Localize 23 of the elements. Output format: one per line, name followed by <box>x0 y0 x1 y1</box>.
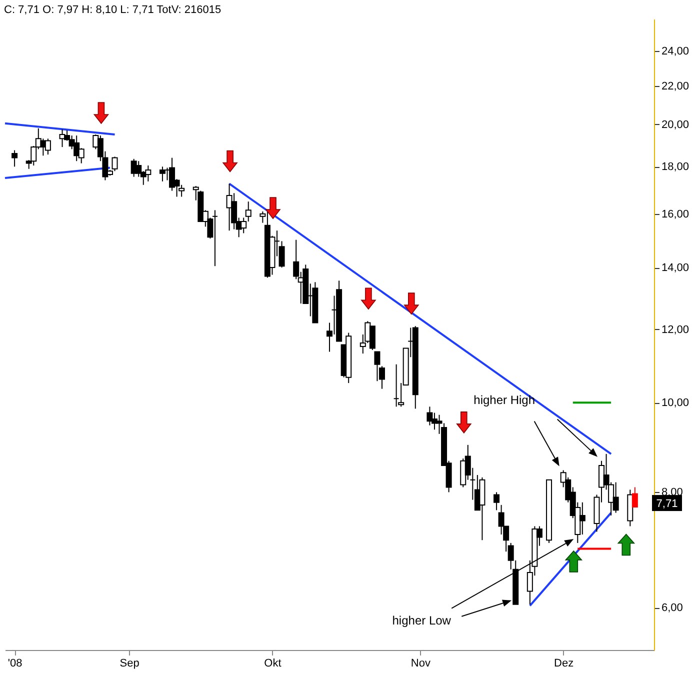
y-tick-label: 16,00 <box>662 208 690 220</box>
y-tick-label: 24,00 <box>662 46 690 58</box>
annotation: higher High <box>474 393 536 408</box>
x-tick-label: Nov <box>410 658 431 670</box>
y-tick-label: 10,00 <box>662 397 690 410</box>
chart-title: C: 7,71 O: 7,97 H: 8,10 L: 7,71 TotV: 216015 <box>4 4 222 16</box>
x-tick-label: Okt <box>264 658 282 670</box>
candlestick <box>494 492 500 511</box>
y-tick-label: 12,00 <box>662 324 690 336</box>
y-tick-label: 18,00 <box>662 161 690 174</box>
candlestick <box>12 150 18 168</box>
x-tick-label: Dez <box>554 658 574 670</box>
y-tick-label: 14,00 <box>662 262 690 274</box>
y-tick-label: 22,00 <box>662 80 690 93</box>
x-tick-label: Sep <box>120 658 140 670</box>
candlestick <box>378 366 385 390</box>
text: 7,71 <box>656 498 678 510</box>
annotation: higher Low <box>392 613 452 628</box>
candlestick <box>632 486 638 508</box>
x-tick-label: '08 <box>8 658 22 670</box>
y-tick-label: 20,00 <box>662 118 690 131</box>
candlestick <box>159 166 166 182</box>
y-tick-label: 6,00 <box>662 602 683 614</box>
